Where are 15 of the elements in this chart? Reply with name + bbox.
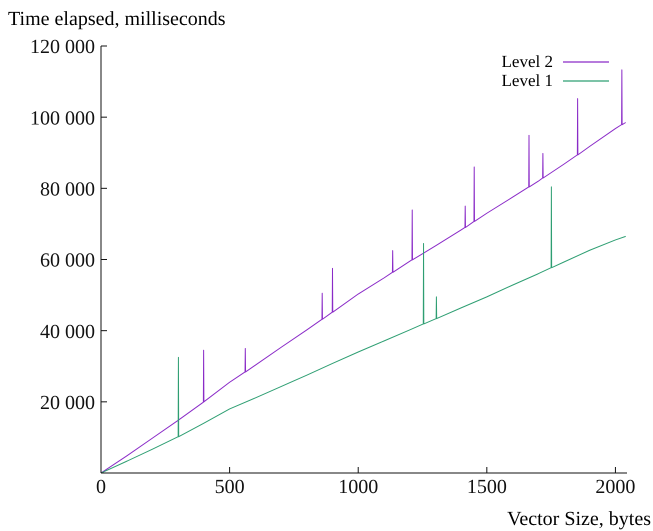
y-tick-label: 80 000 xyxy=(40,178,95,200)
legend-label: Level 1 xyxy=(502,71,553,90)
x-tick-label: 2000 xyxy=(595,476,636,498)
y-tick-label: 120 000 xyxy=(30,36,95,58)
y-tick-label: 60 000 xyxy=(40,250,95,272)
y-tick-label: 100 000 xyxy=(30,107,95,130)
x-tick-label: 500 xyxy=(214,476,245,498)
y-tick-label: 20 000 xyxy=(40,392,95,414)
x-axis-title: Vector Size, bytes xyxy=(507,508,651,531)
y-tick-label: 40 000 xyxy=(40,320,95,343)
chart-title: Time elapsed, milliseconds xyxy=(8,8,226,31)
x-tick-label: 1500 xyxy=(466,476,507,498)
x-tick-label: 0 xyxy=(96,476,106,498)
x-tick-label: 1000 xyxy=(338,476,378,498)
legend-label: Level 2 xyxy=(502,52,553,71)
